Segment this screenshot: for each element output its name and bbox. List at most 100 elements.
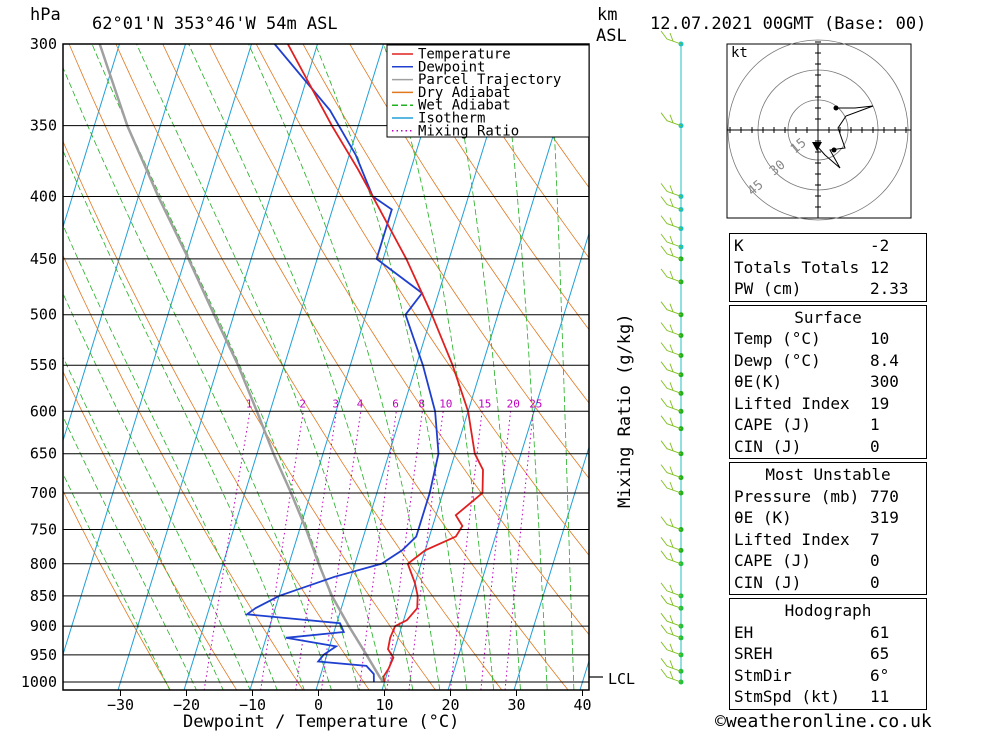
index-value: 11 bbox=[870, 687, 890, 706]
wet-adiabat-line bbox=[188, 44, 414, 690]
wind-barb bbox=[660, 594, 682, 609]
mixing-ratio-label: 10 bbox=[439, 397, 452, 410]
index-value: 770 bbox=[870, 486, 899, 506]
wind-barb bbox=[660, 245, 682, 260]
wet-adiabat-line bbox=[63, 292, 251, 690]
x-tick-label: 0 bbox=[314, 696, 323, 714]
y-tick-label: 600 bbox=[30, 402, 57, 420]
dry-adiabat-line bbox=[63, 254, 304, 690]
index-value: 61 bbox=[870, 622, 890, 642]
wind-barb bbox=[660, 398, 682, 412]
mixing-ratio-line bbox=[203, 411, 251, 690]
mixing-ratio-line bbox=[480, 411, 512, 690]
indices-section-title: Most Unstable bbox=[765, 465, 891, 484]
wind-profile-dot bbox=[678, 451, 684, 457]
wind-barb bbox=[660, 582, 682, 597]
dry-adiabat-line bbox=[63, 370, 238, 690]
indices-row: Totals Totals 12 bbox=[730, 257, 926, 279]
index-name: PW (cm) bbox=[734, 279, 802, 298]
y-tick-label: 300 bbox=[30, 35, 57, 53]
wind-barb bbox=[660, 380, 682, 394]
dry-adiabat-line bbox=[396, 44, 589, 331]
index-value: 10 bbox=[870, 329, 890, 348]
wet-adiabat-line bbox=[63, 149, 305, 690]
indices-row: StmDir 6° bbox=[730, 665, 926, 687]
km-label: km bbox=[597, 5, 617, 25]
mixing-ratio-line bbox=[260, 411, 304, 690]
index-name: CIN (J) bbox=[734, 436, 802, 456]
index-value: 19 bbox=[870, 393, 890, 413]
indices-row: CIN (J) 0 bbox=[730, 436, 926, 458]
x-tick-label: 20 bbox=[441, 696, 459, 714]
wet-adiabat-line bbox=[136, 44, 387, 690]
indices-section-title: Surface bbox=[794, 307, 862, 327]
wind-barb bbox=[660, 415, 682, 430]
wind-barb bbox=[660, 196, 682, 210]
wet-adiabat-line bbox=[549, 44, 575, 690]
lcl-label: LCL bbox=[608, 670, 635, 688]
wind-barb bbox=[660, 361, 682, 376]
mixing-ratio-line bbox=[449, 411, 483, 690]
hodograph-point bbox=[831, 147, 837, 153]
index-value: 65 bbox=[870, 644, 890, 663]
index-value: 0 bbox=[870, 436, 880, 456]
y-tick-label: 400 bbox=[30, 187, 57, 205]
y-tick-label: 800 bbox=[30, 555, 57, 573]
wet-adiabat-line bbox=[63, 472, 171, 690]
wind-profile-dot bbox=[678, 547, 684, 553]
datetime-header: 12.07.2021 00GMT (Base: 00) bbox=[650, 14, 926, 34]
wind-barb bbox=[660, 516, 682, 531]
index-value: 7 bbox=[870, 529, 880, 549]
dry-adiabat-line bbox=[209, 44, 589, 636]
x-tick-label: −20 bbox=[173, 696, 200, 714]
indices-row: θE (K) 319 bbox=[730, 507, 926, 529]
indices-row: θE(K) 300 bbox=[730, 371, 926, 393]
wet-adiabat-line bbox=[63, 356, 224, 690]
index-name: CAPE (J) bbox=[734, 415, 812, 434]
y-tick-label: 550 bbox=[30, 356, 57, 374]
mixing-ratio-label: 3 bbox=[332, 397, 339, 410]
index-name: StmDir bbox=[734, 665, 792, 685]
isotherm-line bbox=[249, 44, 451, 690]
index-name: CIN (J) bbox=[734, 572, 802, 592]
dry-adiabat-line bbox=[68, 44, 436, 690]
indices-row: CAPE (J) 0 bbox=[730, 550, 926, 572]
hodograph-unit: kt bbox=[731, 45, 748, 61]
y-tick-label: 900 bbox=[30, 617, 57, 635]
indices-section: Surface Temp (°C) 10 Dewp (°C) 8.4 θE(K) 300 Li… bbox=[729, 304, 927, 459]
indices-row: EH 61 bbox=[730, 622, 926, 644]
dry-adiabat-line bbox=[255, 44, 589, 557]
storm-motion-icon bbox=[812, 142, 822, 151]
mixing-ratio-label: 4 bbox=[357, 397, 364, 410]
wind-barb bbox=[660, 641, 682, 656]
x-tick-label: −30 bbox=[107, 696, 134, 714]
indices-row: Pressure (mb) 770 bbox=[730, 486, 926, 508]
index-name: Totals Totals bbox=[734, 257, 860, 277]
isotherm-line bbox=[63, 44, 121, 229]
wind-profile-dot bbox=[678, 279, 684, 285]
legend-entry: Parcel Trajectory bbox=[418, 72, 561, 88]
y-axis: 300 350 400 450 500 550 600 650 700 750 800 850 900 9… bbox=[21, 35, 57, 691]
index-name: Lifted Index bbox=[734, 529, 850, 549]
wet-adiabat-line bbox=[91, 44, 359, 690]
index-name: StmSpd (kt) bbox=[734, 687, 840, 706]
index-name: Pressure (mb) bbox=[734, 486, 860, 506]
isotherm-line bbox=[315, 44, 517, 690]
dry-adiabat-line bbox=[63, 489, 171, 690]
y-tick-label: 950 bbox=[30, 646, 57, 664]
wind-profile-dot bbox=[678, 652, 684, 658]
mixing-ratio-line bbox=[504, 411, 534, 690]
mixing-ratio-label: 1 bbox=[246, 397, 253, 410]
isotherm-line bbox=[447, 231, 589, 690]
dry-adiabat-line bbox=[349, 44, 589, 404]
indices-row: Dewp (°C) 8.4 bbox=[730, 350, 926, 372]
wind-profile-dot bbox=[678, 475, 684, 481]
wet-adiabat-line bbox=[63, 66, 332, 690]
mixing-ratio-label: 6 bbox=[392, 397, 399, 410]
legend-entry: Dry Adiabat bbox=[418, 85, 511, 101]
indices-row: Lifted Index 19 bbox=[730, 393, 926, 415]
index-name: Temp (°C) bbox=[734, 329, 821, 348]
index-name: Dewp (°C) bbox=[734, 350, 821, 370]
credit-text: ©weatheronline.co.uk bbox=[715, 711, 932, 732]
